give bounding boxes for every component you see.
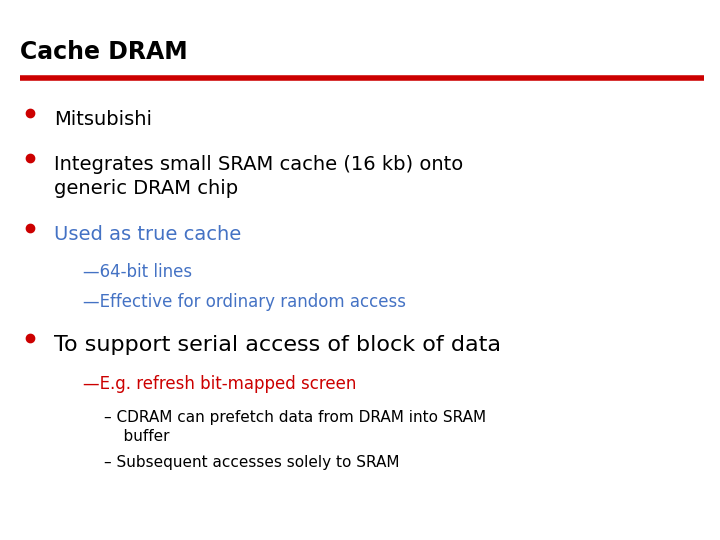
Text: Mitsubishi: Mitsubishi bbox=[54, 110, 152, 129]
Text: Used as true cache: Used as true cache bbox=[54, 225, 241, 244]
Text: To support serial access of block of data: To support serial access of block of dat… bbox=[54, 335, 501, 355]
Text: —Effective for ordinary random access: —Effective for ordinary random access bbox=[83, 293, 406, 311]
Text: Cache DRAM: Cache DRAM bbox=[20, 40, 188, 64]
Text: – CDRAM can prefetch data from DRAM into SRAM
    buffer: – CDRAM can prefetch data from DRAM into… bbox=[104, 410, 487, 444]
Text: —64-bit lines: —64-bit lines bbox=[83, 263, 192, 281]
Text: Integrates small SRAM cache (16 kb) onto
generic DRAM chip: Integrates small SRAM cache (16 kb) onto… bbox=[54, 155, 463, 198]
Text: – Subsequent accesses solely to SRAM: – Subsequent accesses solely to SRAM bbox=[104, 455, 400, 470]
Text: —E.g. refresh bit-mapped screen: —E.g. refresh bit-mapped screen bbox=[83, 375, 356, 393]
